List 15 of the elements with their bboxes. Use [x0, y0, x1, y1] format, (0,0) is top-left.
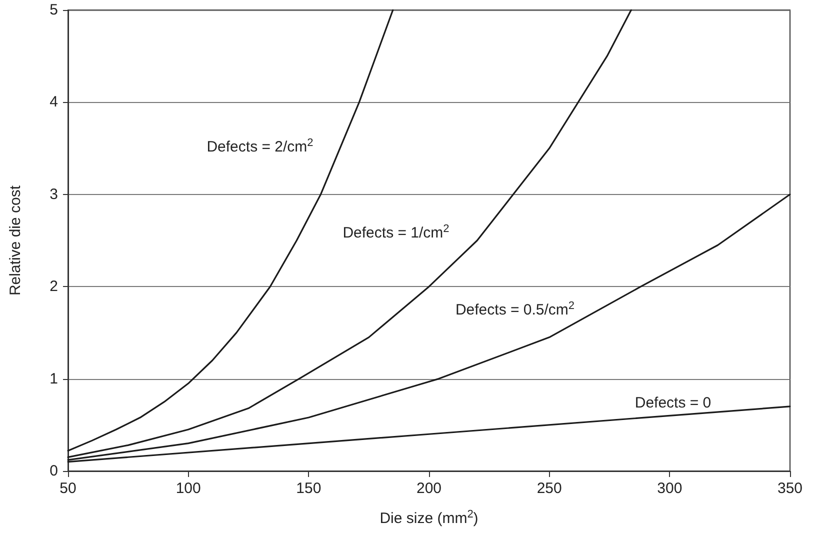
- x-tick-label: 50: [60, 480, 76, 497]
- y-tick-label: 3: [50, 186, 58, 203]
- x-tick-label: 350: [777, 480, 803, 497]
- y-tick-label: 5: [50, 2, 58, 18]
- x-tick-label: 250: [536, 480, 562, 497]
- x-tick-label: 300: [657, 480, 682, 497]
- x-tick-label: 100: [176, 480, 201, 497]
- y-axis-title: Relative die cost: [7, 184, 24, 296]
- x-tick-label: 150: [296, 480, 322, 497]
- x-tick-label: 200: [416, 480, 442, 497]
- y-tick-label: 4: [50, 94, 58, 111]
- y-tick-label: 2: [50, 278, 58, 296]
- y-tick-label: 0: [50, 462, 58, 480]
- y-tick-label: 1: [50, 370, 58, 388]
- series-label: Defects = 0: [634, 394, 712, 412]
